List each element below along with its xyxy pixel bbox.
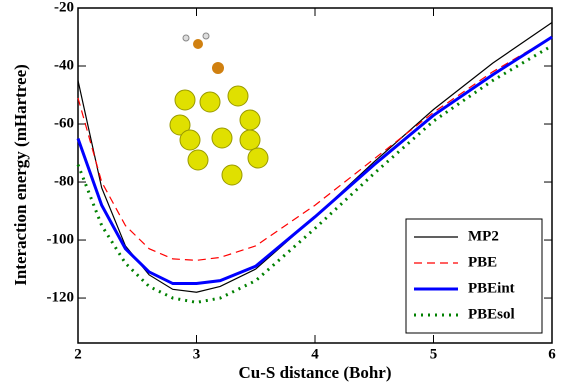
y-tick-label: -40 <box>54 57 74 73</box>
legend: MP2 PBE PBEint PBEsol <box>406 219 542 333</box>
x-tick-label: 4 <box>311 346 319 362</box>
x-tick-label: 2 <box>74 346 82 362</box>
y-tick-label: -80 <box>54 173 74 189</box>
x-axis-label: Cu-S distance (Bohr) <box>238 363 391 382</box>
chart: Cu-S distance (Bohr) Interaction energy … <box>0 0 565 388</box>
x-tick-label: 3 <box>193 346 201 362</box>
x-tick-label: 5 <box>430 346 438 362</box>
y-tick-label: -120 <box>47 289 75 305</box>
y-tick-label: -20 <box>54 0 74 15</box>
y-axis-label: Interaction energy (mHartree) <box>11 64 30 286</box>
legend-label: PBE <box>468 254 497 270</box>
y-tick-label: -100 <box>47 231 75 247</box>
y-tick-label: -60 <box>54 115 74 131</box>
x-tick-label: 6 <box>548 346 556 362</box>
legend-label: MP2 <box>468 228 499 244</box>
legend-label: PBEsol <box>468 306 515 322</box>
molecule-illustration <box>170 33 268 185</box>
legend-label: PBEint <box>468 280 515 296</box>
